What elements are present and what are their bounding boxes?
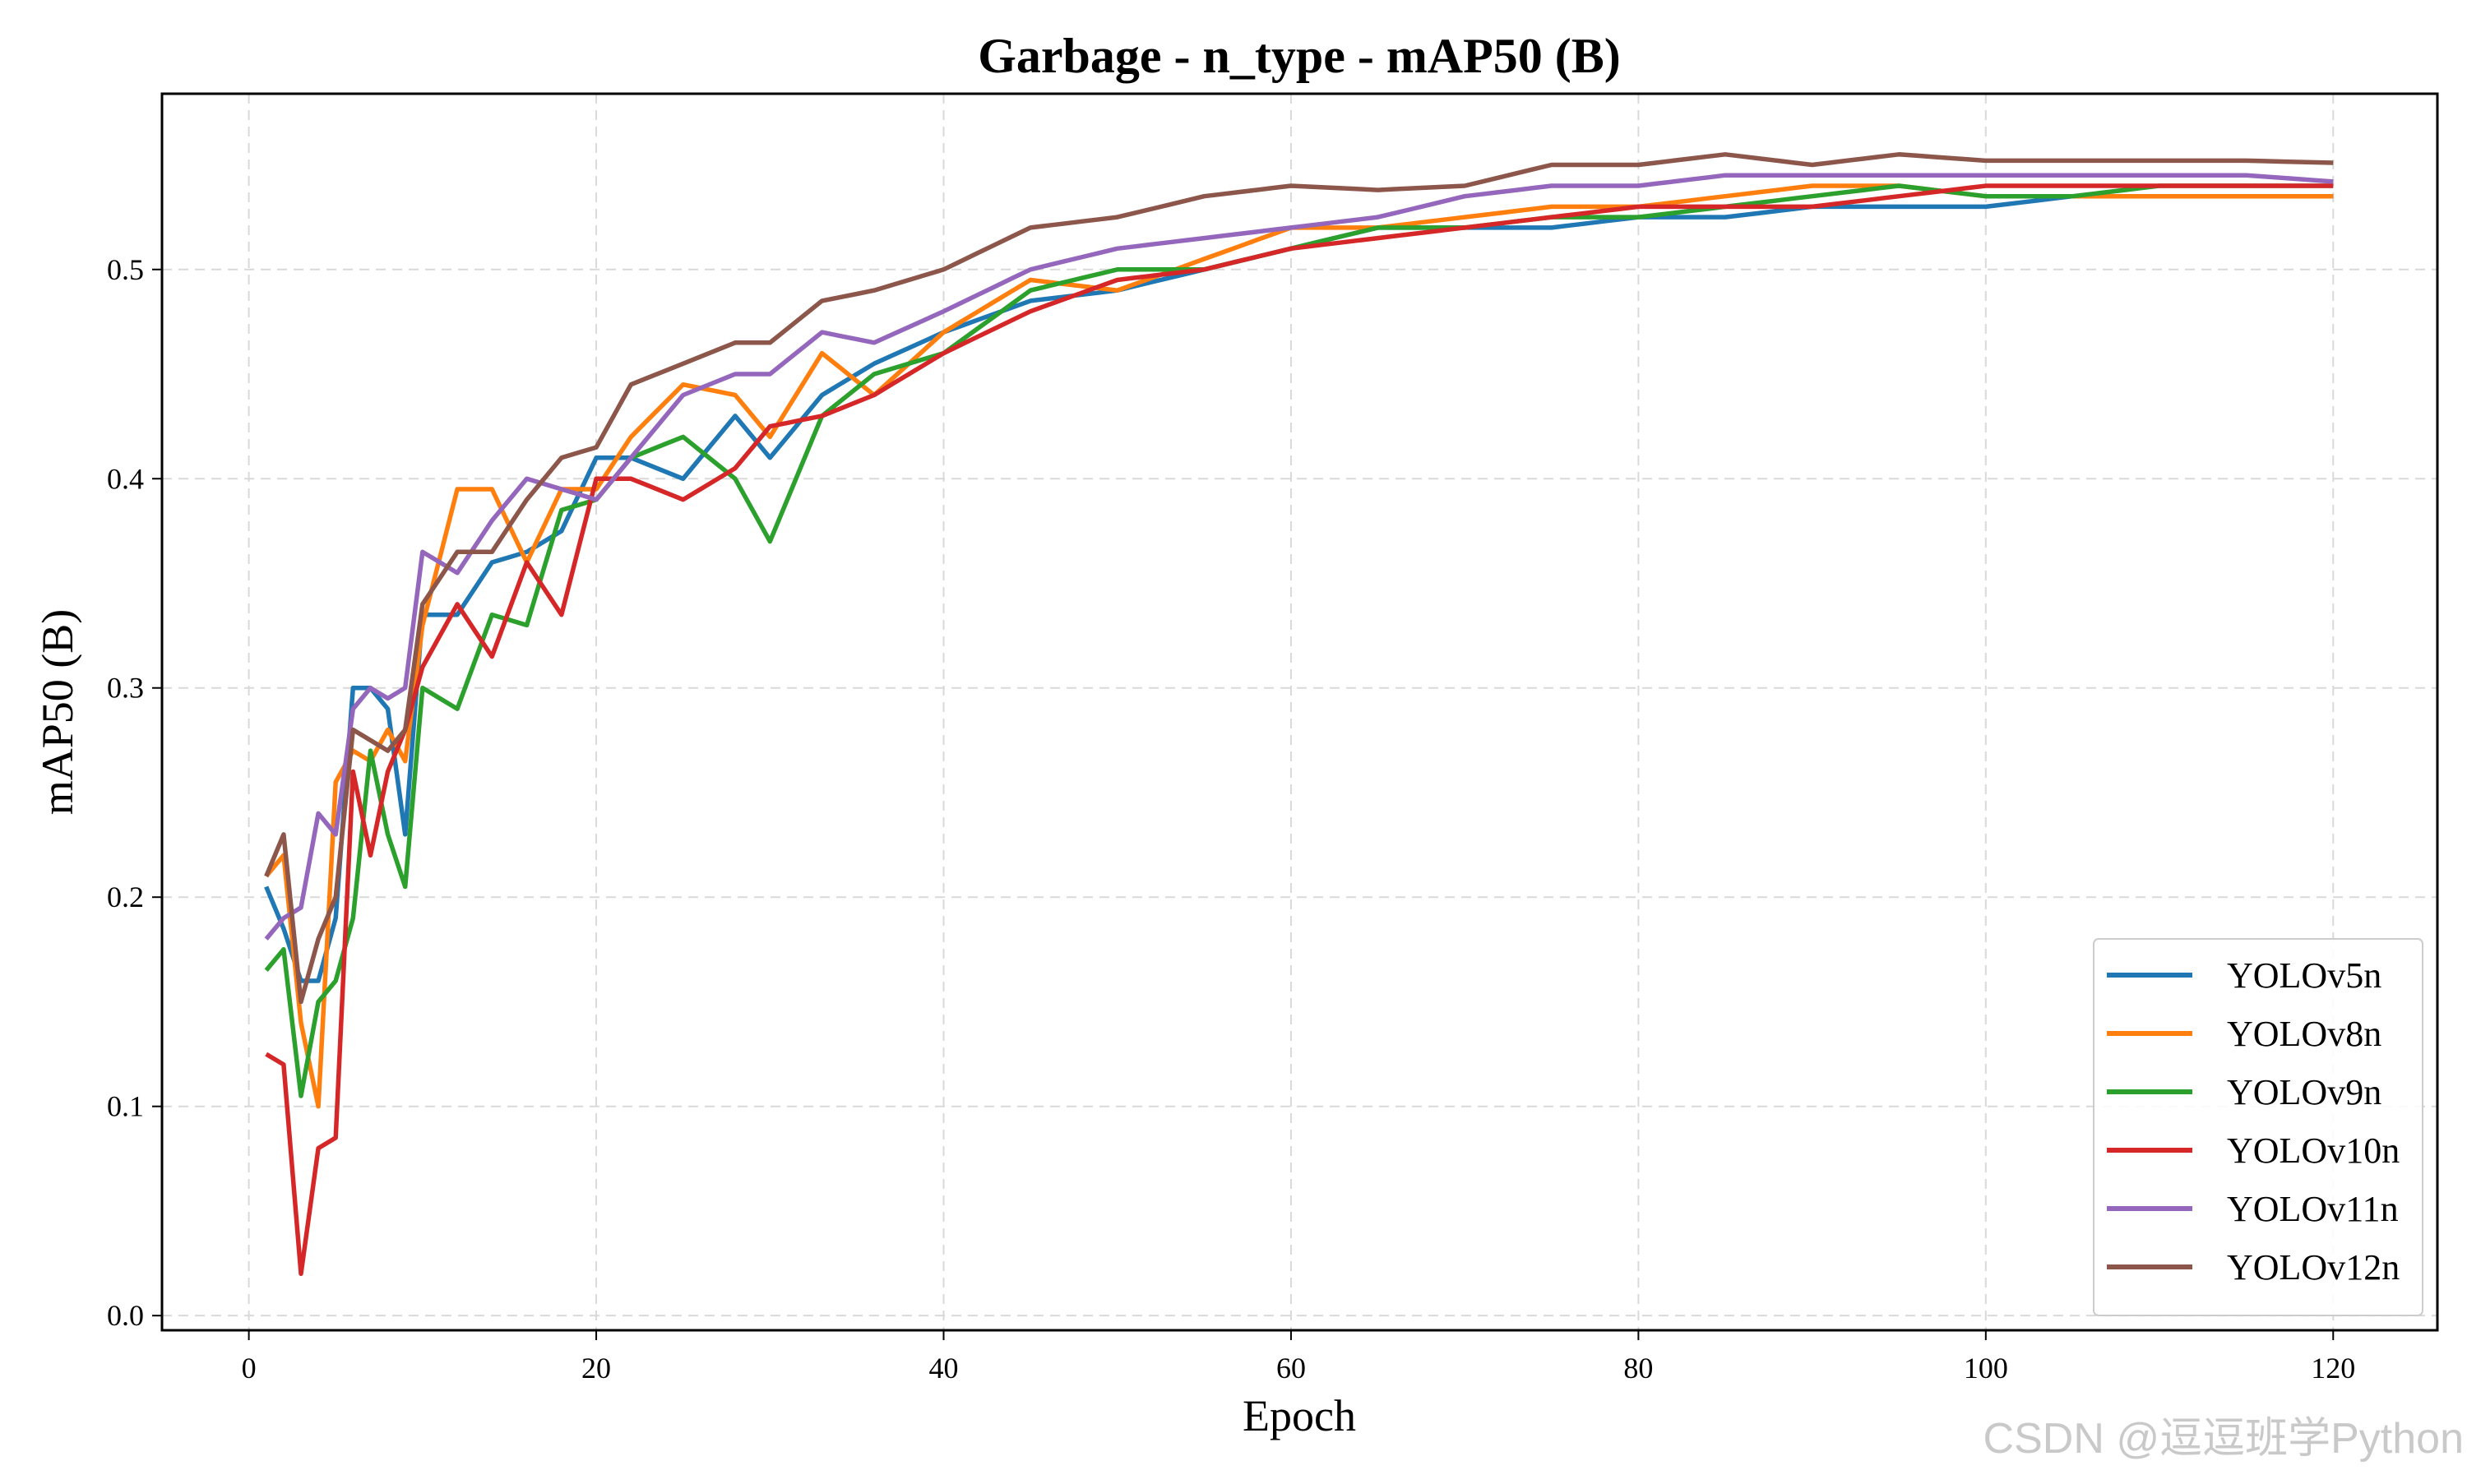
x-axis-label: Epoch [1243,1391,1356,1440]
series-line-yolov12n [264,152,2334,1005]
legend-label: YOLOv5n [2227,955,2381,996]
y-tick-label: 0.0 [107,1299,144,1332]
x-tick-label: 20 [581,1352,611,1385]
legend-label: YOLOv11n [2227,1189,2399,1229]
legend-label: YOLOv10n [2227,1130,2400,1171]
plot-lines [264,152,2334,1277]
x-tick-label: 80 [1623,1352,1653,1385]
chart-title: Garbage - n_type - mAP50 (B) [978,29,1621,83]
y-axis-ticks: 0.0 0.1 0.2 0.3 0.4 0.5 [107,253,162,1332]
y-tick-label: 0.5 [107,253,144,286]
x-tick-label: 100 [1964,1352,2008,1385]
series-line-yolov11n [264,173,2334,941]
legend-label: YOLOv9n [2227,1072,2381,1112]
y-tick-label: 0.2 [107,881,144,913]
y-tick-label: 0.3 [107,672,144,705]
legend-label: YOLOv12n [2227,1247,2400,1288]
watermark-text: CSDN @逗逗班学Python [1983,1415,2464,1463]
plot-frame [160,92,2439,1332]
grid [162,94,2437,1330]
y-axis-label: mAP50 (B) [33,609,82,816]
x-axis-ticks: 0 20 40 60 80 100 120 [242,1330,2355,1385]
x-tick-label: 120 [2311,1352,2355,1385]
x-tick-label: 40 [928,1352,958,1385]
y-tick-label: 0.4 [107,462,144,495]
legend-label: YOLOv8n [2227,1014,2381,1054]
x-tick-label: 0 [242,1352,257,1385]
y-tick-label: 0.1 [107,1090,144,1123]
legend: YOLOv5n YOLOv8n YOLOv9n YOLOv10n YOLOv11n YOL… [2093,938,2423,1316]
x-tick-label: 60 [1276,1352,1306,1385]
